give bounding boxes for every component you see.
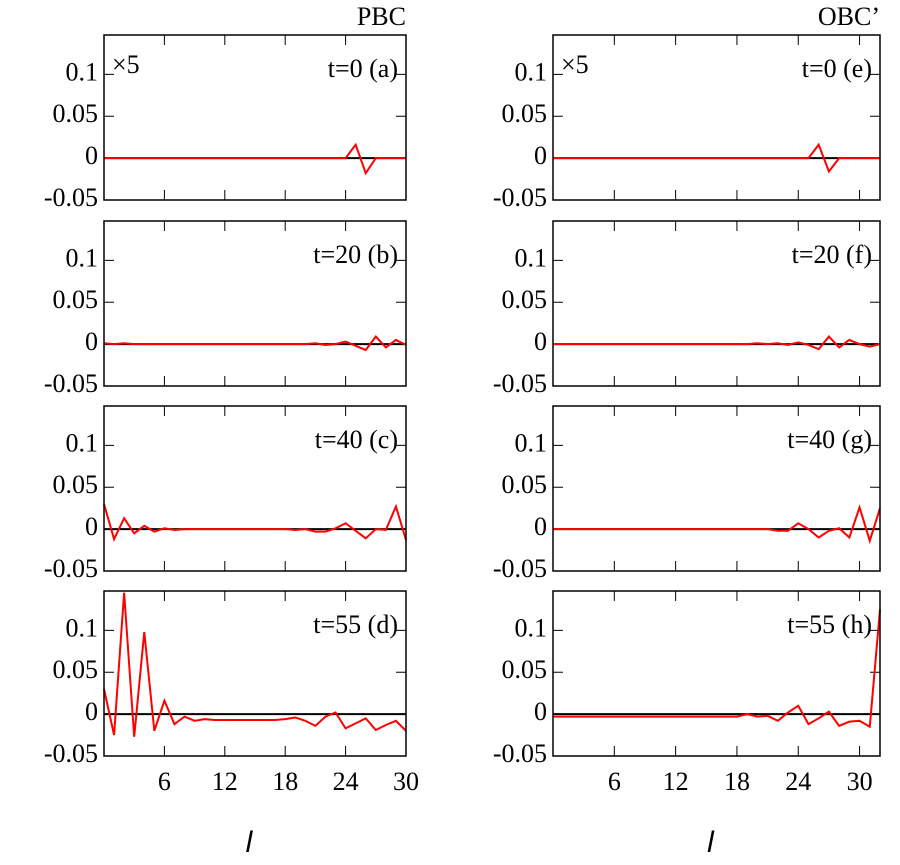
series-line — [104, 142, 406, 176]
series-line — [103, 335, 407, 352]
panel-label: t=55 (h) — [787, 610, 872, 639]
y-tick-label: 0.05 — [502, 285, 548, 314]
y-tick-label: -0.05 — [493, 183, 547, 212]
plot-frame — [103, 405, 407, 572]
x-tick-label: 12 — [663, 767, 689, 796]
y-tick-label: -0.05 — [493, 554, 547, 583]
plot-frame — [103, 220, 407, 387]
x-tick-label: 30 — [393, 767, 419, 796]
y-tick-label: 0 — [85, 697, 98, 726]
y-tick-label: 0 — [85, 512, 98, 541]
x-tick-label: 24 — [785, 767, 811, 796]
x-tick-label: 18 — [272, 767, 298, 796]
y-tick-label: 0.05 — [502, 655, 548, 684]
y-tick-label: 0.05 — [53, 655, 99, 684]
y-tick-label: 0.1 — [515, 243, 548, 272]
y-tick-label: 0.05 — [502, 99, 548, 128]
x-axis-label: l — [246, 826, 254, 859]
panel-label: t=55 (d) — [313, 610, 398, 639]
x-tick-label: 6 — [608, 767, 621, 796]
x-tick-label: 12 — [212, 767, 238, 796]
series-line — [553, 504, 881, 545]
y-tick-label: 0 — [534, 512, 547, 541]
y-tick-label: 0 — [85, 327, 98, 356]
y-tick-label: 0.1 — [515, 613, 548, 642]
x-tick-label: 30 — [847, 767, 873, 796]
plot-frame — [552, 34, 881, 201]
y-tick-label: 0.05 — [53, 99, 99, 128]
panel-label: t=20 (b) — [313, 240, 398, 269]
y-tick-label: 0.05 — [502, 470, 548, 499]
column-title: OBC’ — [818, 2, 880, 31]
series-line — [103, 503, 407, 542]
y-tick-label: -0.05 — [44, 739, 98, 768]
x-tick-label: 24 — [333, 767, 359, 796]
series-line — [553, 609, 881, 729]
panel-label: t=40 (g) — [787, 425, 872, 454]
y-tick-label: 0.1 — [66, 243, 99, 272]
series-line — [553, 335, 881, 351]
plot-frame — [552, 590, 881, 757]
series-line — [553, 142, 880, 174]
y-tick-label: 0 — [85, 141, 98, 170]
x-tick-label: 18 — [724, 767, 750, 796]
panel-label: t=40 (c) — [315, 425, 398, 454]
plot-frame — [552, 405, 881, 572]
y-tick-label: 0.1 — [66, 57, 99, 86]
y-tick-label: 0.05 — [53, 470, 99, 499]
series-line — [103, 592, 407, 737]
plot-frame — [103, 34, 407, 201]
y-tick-label: 0.05 — [53, 285, 99, 314]
y-tick-label: -0.05 — [44, 554, 98, 583]
column-title: PBC — [357, 2, 406, 31]
y-tick-label: 0.1 — [66, 613, 99, 642]
plot-frame — [103, 590, 407, 757]
y-tick-label: -0.05 — [44, 369, 98, 398]
y-tick-label: 0 — [534, 327, 547, 356]
plot-frame — [552, 220, 881, 387]
y-tick-label: 0 — [534, 697, 547, 726]
panel-label: t=20 (f) — [792, 240, 872, 269]
y-tick-label: -0.05 — [44, 183, 98, 212]
y-tick-label: 0.1 — [515, 428, 548, 457]
panel-label: t=0 (e) — [802, 54, 872, 83]
y-tick-label: 0 — [534, 141, 547, 170]
panel-label: t=0 (a) — [328, 54, 398, 83]
y-tick-label: -0.05 — [493, 739, 547, 768]
x-axis-label: l — [707, 826, 715, 859]
y-tick-label: 0.1 — [515, 57, 548, 86]
scale-note: ×5 — [561, 50, 589, 79]
y-tick-label: -0.05 — [493, 369, 547, 398]
scale-note: ×5 — [112, 50, 140, 79]
y-tick-label: 0.1 — [66, 428, 99, 457]
x-tick-label: 6 — [158, 767, 171, 796]
